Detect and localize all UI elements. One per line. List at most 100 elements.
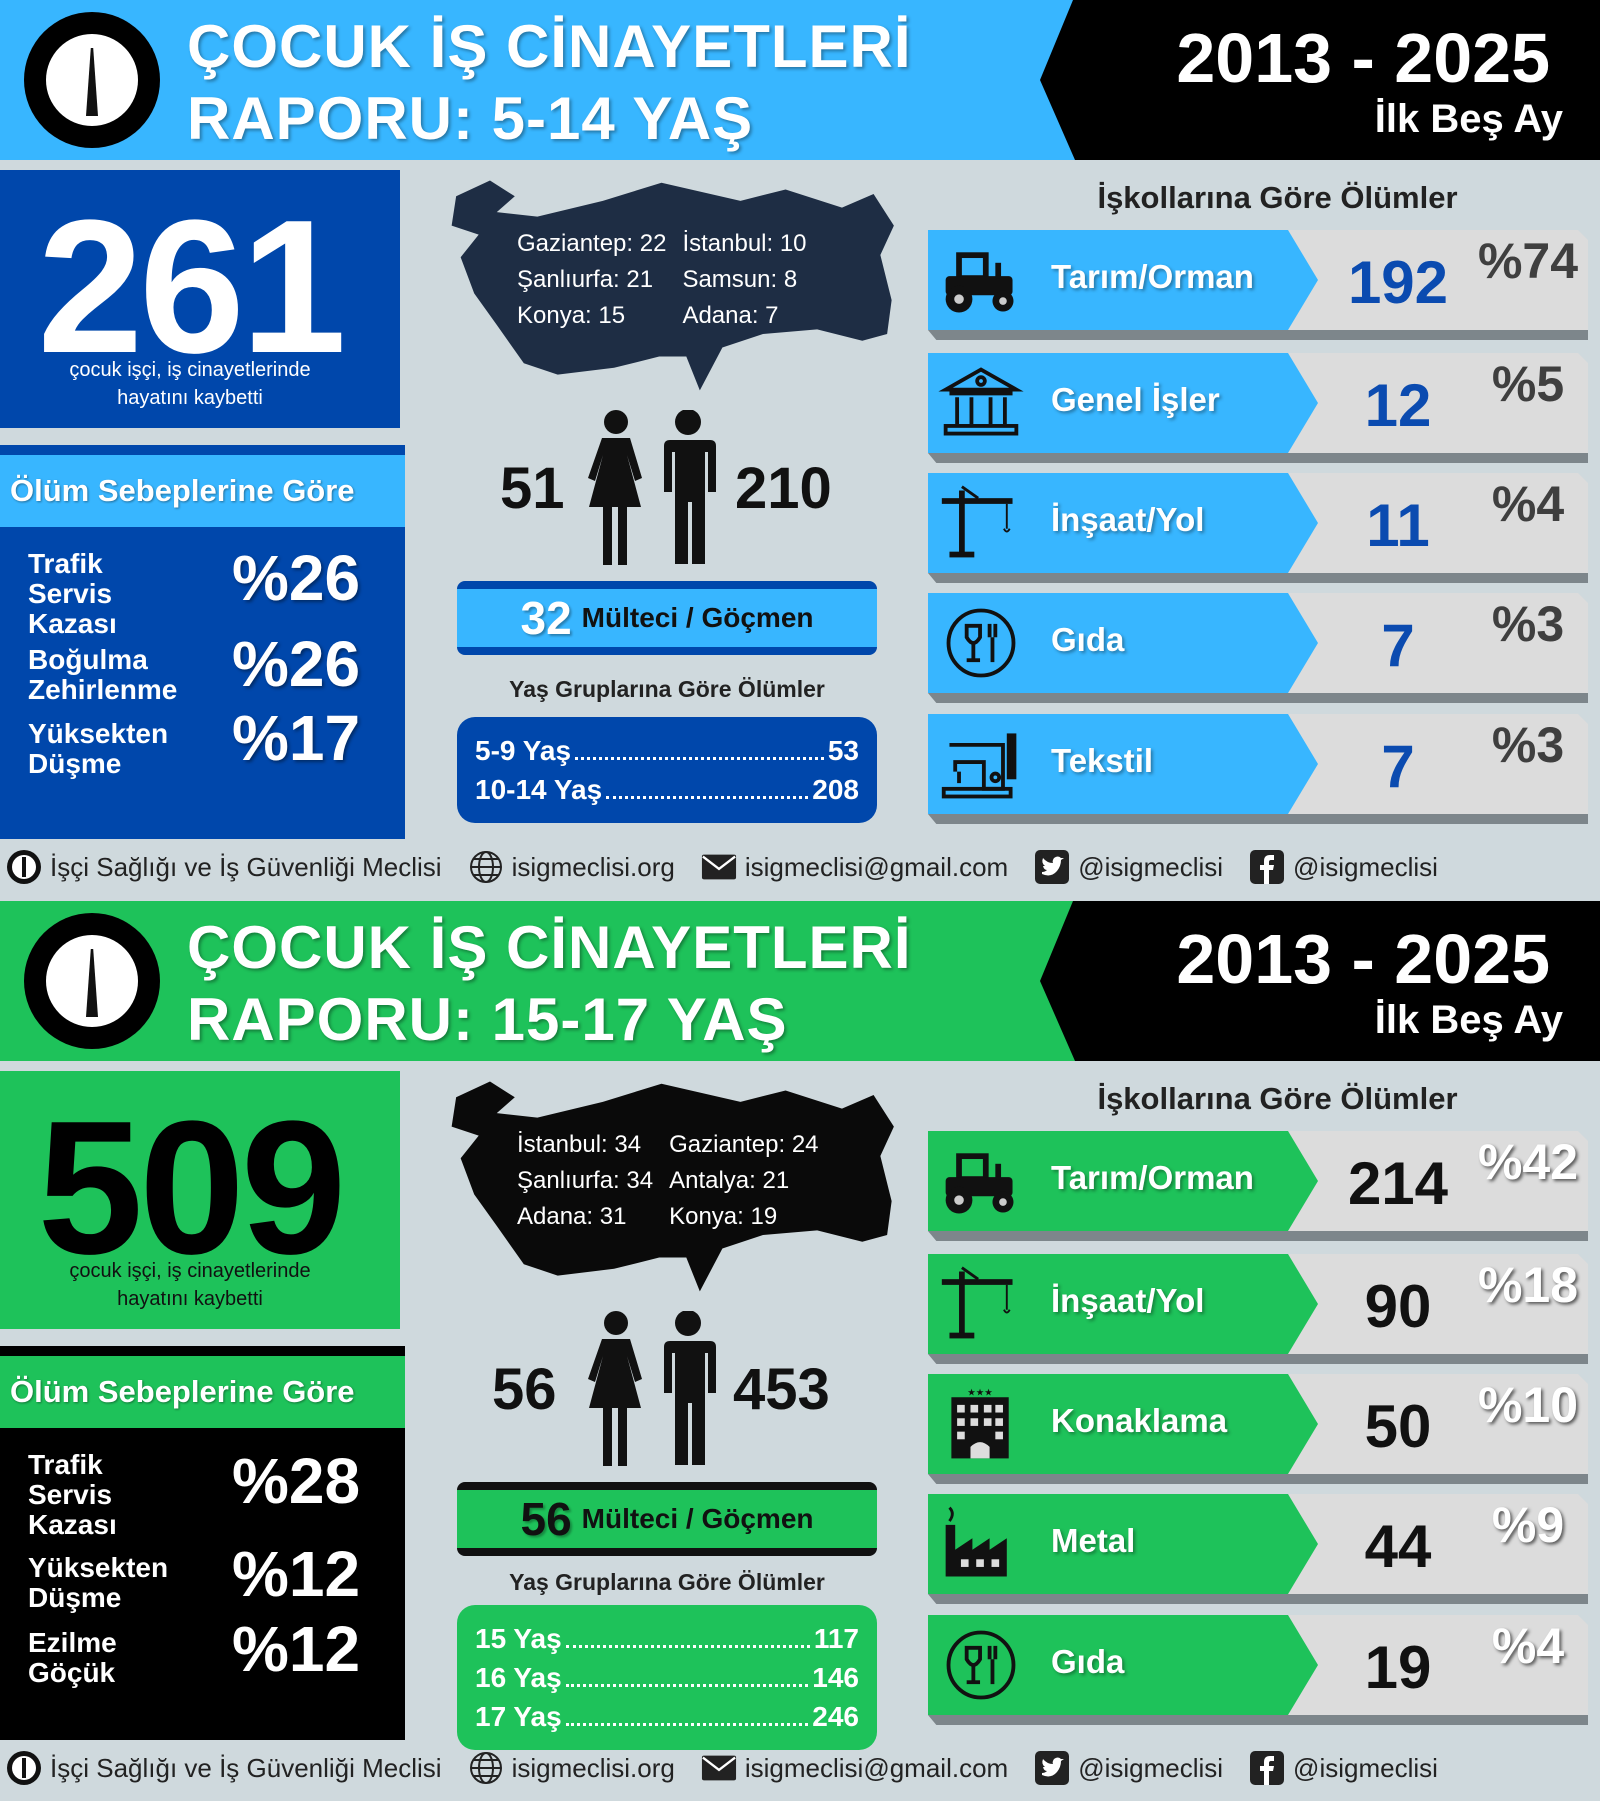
report-section: ÇOCUK İŞ CİNAYETLERİ RAPORU: 5-14 YAŞ 20…	[0, 0, 1600, 900]
cause-label: Boğulma Zehirlenme	[28, 644, 178, 705]
sector-percent: %74	[1477, 233, 1579, 289]
cause-row: Ezilme Göçük %12	[28, 1613, 398, 1718]
refugee-bar: 56 Mülteci / Göçmen	[457, 1482, 877, 1556]
refugee-bar: 32 Mülteci / Göçmen	[457, 581, 877, 655]
age-group-row: 15 Yaş 117	[475, 1619, 859, 1658]
top-cities: Gaziantep: 22 İstanbul: 10 Şanlıurfa: 21 Sa…	[517, 230, 807, 330]
sector-name: Gıda	[1051, 1643, 1125, 1680]
sector-name: Metal	[1051, 1522, 1136, 1559]
cause-percent: %28	[232, 1445, 361, 1517]
city-count: Şanlıurfa: 21	[517, 266, 654, 293]
sector-count: 7	[1381, 733, 1415, 800]
cause-row: Trafik Servis Kazası %28	[28, 1445, 398, 1540]
sector-percent: %42	[1477, 1134, 1579, 1190]
refugee-count: 56	[520, 1493, 572, 1545]
footer-facebook-link[interactable]: @isigmeclisi	[1293, 1752, 1438, 1783]
report-section: ÇOCUK İŞ CİNAYETLERİ RAPORU: 15-17 YAŞ 2…	[0, 901, 1600, 1801]
age-group-label: 15 Yaş	[475, 1623, 562, 1654]
cause-row: Yüksekten Düşme %12	[28, 1538, 398, 1643]
turkey-map	[443, 176, 898, 396]
female-male-figures-icon	[578, 1310, 728, 1471]
female-count: 56	[492, 1357, 557, 1422]
sector-percent: %3	[1491, 717, 1565, 773]
cause-percent: %17	[232, 702, 361, 774]
city-count: Adana: 31	[517, 1203, 627, 1230]
city-count: Şanlıurfa: 34	[517, 1167, 654, 1194]
sector-name: Tarım/Orman	[1051, 1159, 1254, 1196]
cause-percent: %26	[232, 542, 361, 614]
sector-percent: %4	[1491, 1618, 1565, 1674]
date-range-panel	[1040, 0, 1600, 160]
cause-label: Ezilme Göçük	[28, 1627, 117, 1688]
city-count: Adana: 7	[682, 302, 779, 329]
logo-icon	[6, 1750, 42, 1786]
age-group-label: 5-9 Yaş	[475, 735, 572, 766]
date-range-panel	[1040, 901, 1600, 1061]
footer-email-link[interactable]: isigmeclisi@gmail.com	[744, 1752, 1009, 1783]
sector-name: Tarım/Orman	[1051, 258, 1254, 295]
sector-name: İnşaat/Yol	[1051, 1282, 1205, 1319]
age-group-value: 117	[813, 1623, 859, 1654]
period: İlk Beş Ay	[1374, 97, 1563, 141]
sector-row: İnşaat/Yol 90 %18	[928, 1254, 1588, 1354]
sector-name: Gıda	[1051, 621, 1125, 658]
age-group-label: 17 Yaş	[475, 1701, 562, 1732]
globe-icon	[468, 1750, 504, 1786]
city-count: Gaziantep: 22	[517, 230, 667, 257]
crane-icon	[938, 1264, 1024, 1344]
sector-count: 12	[1364, 372, 1432, 439]
report-title-line2: RAPORU: 15-17 YAŞ	[187, 986, 788, 1053]
tractor-icon	[938, 240, 1024, 320]
sector-count: 214	[1347, 1150, 1449, 1217]
sector-percent: %3	[1491, 596, 1565, 652]
footer: İşçi Sağlığı ve İş Güvenliği Meclisi isi…	[0, 1743, 1600, 1793]
report-title-line1: ÇOCUK İŞ CİNAYETLERİ	[187, 914, 912, 981]
city-count: İstanbul: 10	[682, 230, 807, 257]
age-group-row: 5-9 Yaş 53	[475, 731, 859, 770]
footer-facebook-link[interactable]: @isigmeclisi	[1293, 851, 1438, 882]
refugee-label: Mülteci / Göçmen	[581, 1503, 814, 1534]
cause-row: Boğulma Zehirlenme %26	[28, 628, 398, 735]
sector-count: 7	[1381, 612, 1415, 679]
footer-email-link[interactable]: isigmeclisi@gmail.com	[744, 851, 1009, 882]
top-cities: İstanbul: 34 Gaziantep: 24 Şanlıurfa: 34 An…	[517, 1131, 819, 1231]
tractor-icon	[938, 1141, 1024, 1221]
mail-icon	[701, 1750, 737, 1786]
logo-icon	[24, 12, 160, 148]
city-count: Konya: 15	[517, 302, 626, 329]
sector-percent: %18	[1477, 1257, 1579, 1313]
report-title-line1: ÇOCUK İŞ CİNAYETLERİ	[187, 13, 912, 80]
cause-percent: %12	[232, 1613, 361, 1685]
twitter-icon	[1034, 849, 1070, 885]
causes-title: Ölüm Sebeplerine Göre	[0, 445, 405, 527]
female-male-figures-icon	[578, 409, 728, 570]
sector-percent: %4	[1491, 476, 1565, 532]
sector-count: 44	[1364, 1513, 1432, 1580]
female-count: 51	[500, 456, 565, 521]
total-deaths: 509	[37, 1082, 346, 1294]
footer-website-link[interactable]: isigmeclisi.org	[511, 851, 675, 882]
turkey-map	[443, 1077, 898, 1297]
male-count: 453	[733, 1357, 830, 1422]
total-caption: çocuk işçi, iş cinayetlerinde hayatını k…	[69, 359, 311, 409]
sector-count: 90	[1364, 1273, 1432, 1340]
footer-website-link[interactable]: isigmeclisi.org	[511, 1752, 675, 1783]
footer-twitter-link[interactable]: @isigmeclisi	[1078, 851, 1224, 882]
causes-title: Ölüm Sebeplerine Göre	[0, 1346, 405, 1428]
food-icon	[938, 1625, 1024, 1705]
years: 2013 - 2025	[1176, 920, 1550, 998]
age-groups-box: 5-9 Yaş 53 10-14 Yaş 208	[457, 717, 877, 823]
age-group-value: 208	[812, 774, 859, 805]
sector-row: ★★★ Konaklama 50 %10	[928, 1374, 1588, 1474]
total-deaths: 261	[37, 181, 346, 393]
sector-name: Tekstil	[1051, 742, 1154, 779]
city-count: Konya: 19	[669, 1203, 778, 1230]
sector-row: Tarım/Orman 214 %42	[928, 1131, 1588, 1231]
city-count: Samsun: 8	[682, 266, 798, 293]
sector-count: 192	[1347, 249, 1449, 316]
footer-twitter-link[interactable]: @isigmeclisi	[1078, 1752, 1224, 1783]
footer-org: İşçi Sağlığı ve İş Güvenliği Meclisi	[50, 1752, 442, 1783]
cause-percent: %12	[232, 1538, 361, 1610]
sector-name: Konaklama	[1051, 1402, 1228, 1439]
food-icon	[938, 603, 1024, 683]
